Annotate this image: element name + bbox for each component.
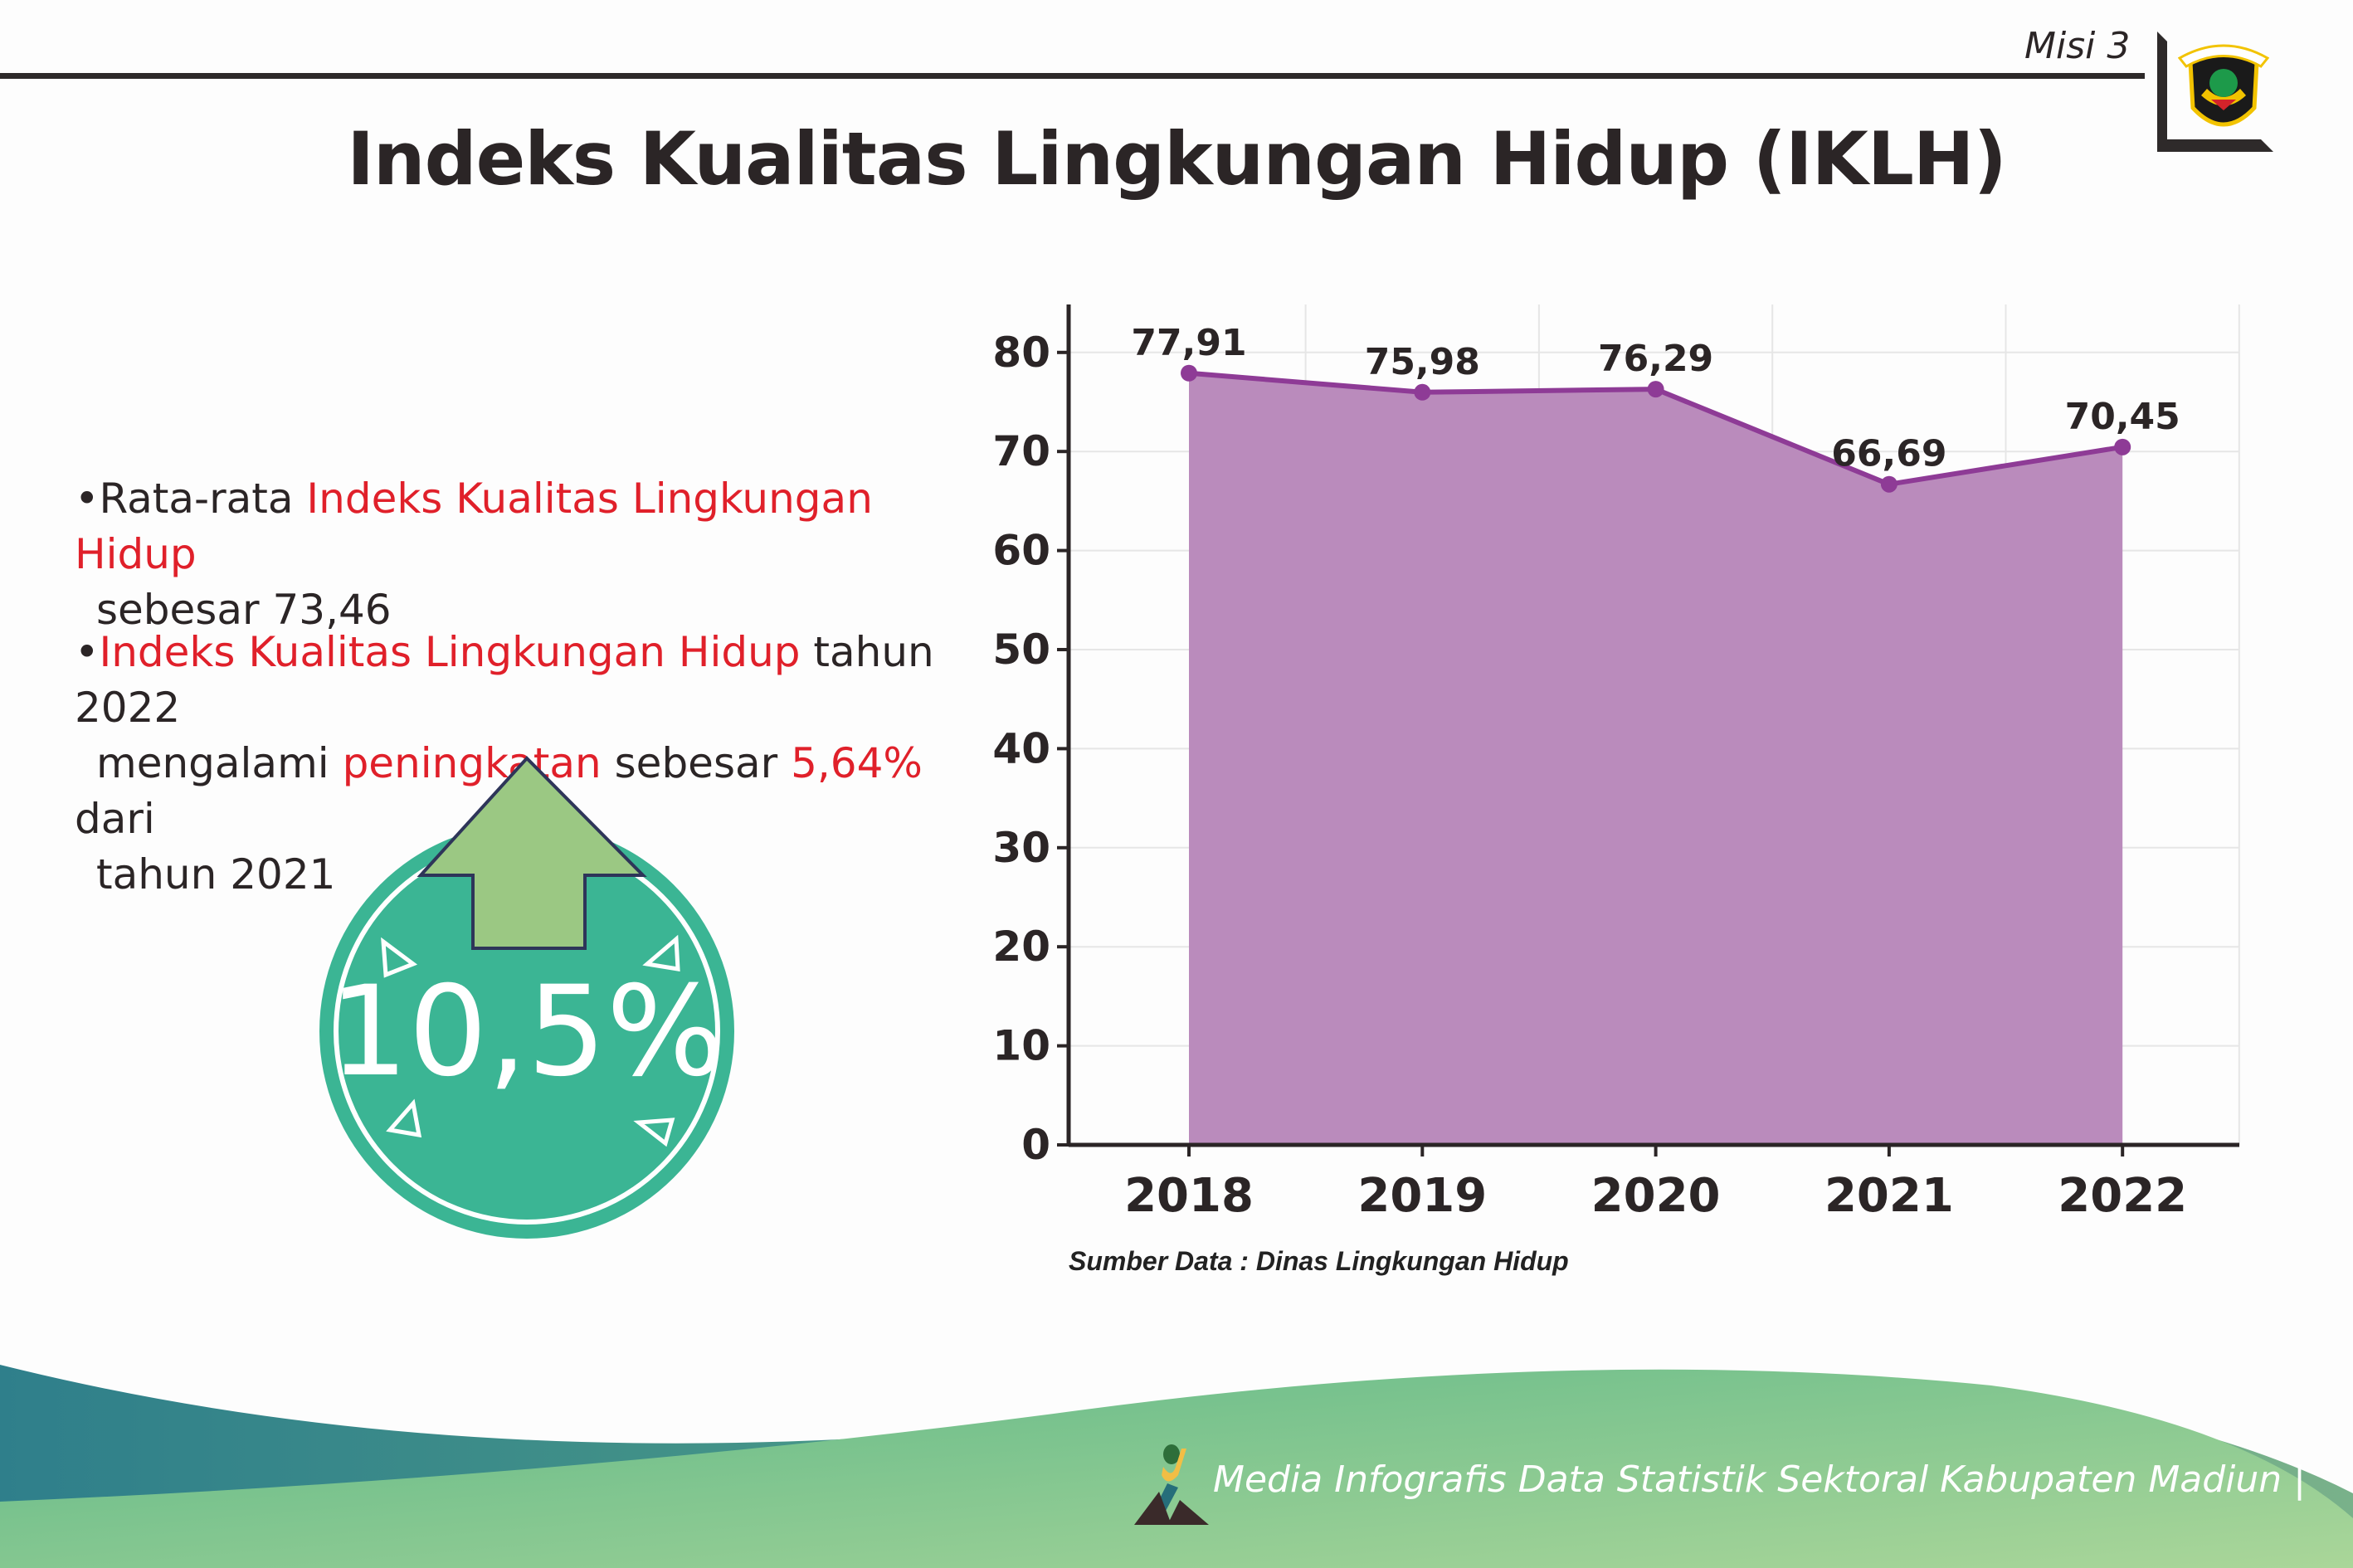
highlight-text: Indeks Kualitas Lingkungan Hidup <box>99 628 801 676</box>
text: tahun 2021 <box>96 850 336 898</box>
data-source: Sumber Data : Dinas Lingkungan Hidup <box>1069 1246 1569 1276</box>
text: sebesar <box>601 739 792 787</box>
y-tick-label: 80 <box>992 329 1050 377</box>
logo-frame-icon <box>2157 32 2273 152</box>
y-tick-label: 70 <box>992 427 1050 475</box>
infographic-logo-icon <box>1134 1444 1209 1525</box>
data-point <box>1880 475 1898 493</box>
data-point <box>1414 383 1431 401</box>
data-point <box>1647 381 1664 398</box>
text: tahun 2022 <box>75 628 934 732</box>
x-tick-label: 2021 <box>1824 1169 1954 1223</box>
data-label: 76,29 <box>1598 338 1713 380</box>
highlight-text: 5,64% <box>791 739 923 787</box>
data-point <box>2114 438 2131 455</box>
footer-text: Media Infografis Data Statistik Sektoral… <box>1213 1458 2306 1501</box>
arrow-up-icon <box>417 756 647 950</box>
page-title: Indeks Kualitas Lingkungan Hidup (IKLH) <box>347 116 2007 202</box>
bullet-icon: • <box>75 628 100 676</box>
y-tick-label: 0 <box>1021 1121 1050 1169</box>
data-label: 66,69 <box>1831 433 1946 475</box>
y-tick-label: 10 <box>992 1022 1050 1070</box>
data-label: 77,91 <box>1131 322 1246 364</box>
data-point <box>1181 364 1197 382</box>
bullet-icon: • <box>75 475 100 523</box>
badge-value: 10,5% <box>329 960 725 1104</box>
header-rule <box>0 73 2145 79</box>
x-tick-label: 2019 <box>1357 1169 1487 1223</box>
x-tick-label: 2022 <box>2058 1169 2187 1223</box>
y-tick-label: 50 <box>992 626 1050 674</box>
y-tick-label: 60 <box>992 527 1050 575</box>
y-tick-label: 20 <box>992 923 1050 971</box>
kabupaten-madiun-logo-icon <box>2178 44 2269 127</box>
area-fill <box>1189 373 2123 1145</box>
badge-circle <box>319 824 734 1239</box>
y-tick-label: 40 <box>992 724 1050 772</box>
x-tick-label: 2020 <box>1591 1169 1721 1223</box>
x-tick-label: 2018 <box>1124 1169 1254 1223</box>
text: dari <box>75 795 155 843</box>
highlight-text: Indeks Kualitas Lingkungan Hidup <box>75 475 873 578</box>
text: mengalami <box>96 739 343 787</box>
data-label: 75,98 <box>1365 341 1480 383</box>
text: sebesar 73,46 <box>96 586 392 634</box>
y-tick-label: 30 <box>992 824 1050 872</box>
mission-label: Misi 3 <box>2024 25 2131 67</box>
growth-badge: 10,5% <box>319 756 734 1239</box>
data-label: 70,45 <box>2065 396 2180 438</box>
highlight-text: peningkatan <box>342 739 602 787</box>
text: Rata-rata <box>99 475 307 523</box>
bullet-increase: •Indeks Kualitas Lingkungan Hidup tahun … <box>75 625 946 903</box>
bullet-average: •Rata-rata Indeks Kualitas Lingkungan Hi… <box>75 471 946 638</box>
